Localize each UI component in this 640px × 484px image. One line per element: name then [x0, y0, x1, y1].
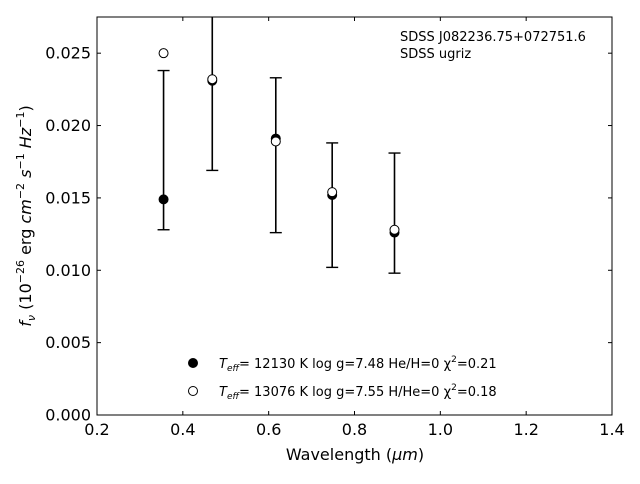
x-axis-label-text: Wavelength ( — [286, 445, 392, 464]
y-axis-label: fν (10−26 erg cm−2 s−1 Hz−1) — [14, 105, 38, 326]
y-tick-label: 0.025 — [45, 44, 91, 63]
x-axis-label-unit: μm — [391, 445, 418, 464]
axes-frame — [96, 16, 613, 416]
x-tick-label: 1.2 — [513, 420, 538, 439]
data-point-filled — [158, 194, 169, 205]
x-axis-label-close: ) — [418, 445, 424, 464]
legend-label-series-2: Teff= 13076 K log g=7.55 H/He=0 χ2=0.18 — [219, 383, 497, 402]
legend-label-series-1: Teff= 12130 K log g=7.48 He/H=0 χ2=0.21 — [219, 355, 497, 374]
y-tick-label: 0.005 — [45, 333, 91, 352]
annotation-filter-system: SDSS ugriz — [400, 47, 471, 62]
data-point-open — [207, 74, 218, 85]
x-tick-label: 0.4 — [170, 420, 195, 439]
y-tick-label: 0.020 — [45, 116, 91, 135]
data-point-open — [158, 48, 169, 59]
data-point-open — [327, 187, 338, 198]
x-tick-label: 1.4 — [599, 420, 624, 439]
y-tick-label: 0.015 — [45, 188, 91, 207]
y-tick-label: 0.010 — [45, 261, 91, 280]
legend-marker-filled-circle — [188, 358, 198, 368]
data-point-open — [389, 224, 400, 235]
x-tick-label: 0.8 — [342, 420, 367, 439]
annotation-object-name: SDSS J082236.75+072751.6 — [400, 30, 586, 45]
plot-marks — [157, 17, 401, 274]
axis-ticks: 0.2 0.4 0.6 0.8 1.0 1.2 1.4 0.000 0.005 0.010 0.01… — [45, 17, 625, 439]
x-axis-label: Wavelength (μm) — [286, 445, 424, 464]
x-tick-label: 1.0 — [428, 420, 453, 439]
x-tick-label: 0.2 — [84, 420, 109, 439]
y-tick-label: 0.000 — [45, 406, 91, 425]
data-point-open — [270, 136, 281, 147]
x-tick-label: 0.6 — [256, 420, 281, 439]
legend-marker-open-circle — [188, 386, 198, 396]
legend: Teff= 12130 K log g=7.48 He/H=0 χ2=0.21 … — [188, 355, 497, 402]
